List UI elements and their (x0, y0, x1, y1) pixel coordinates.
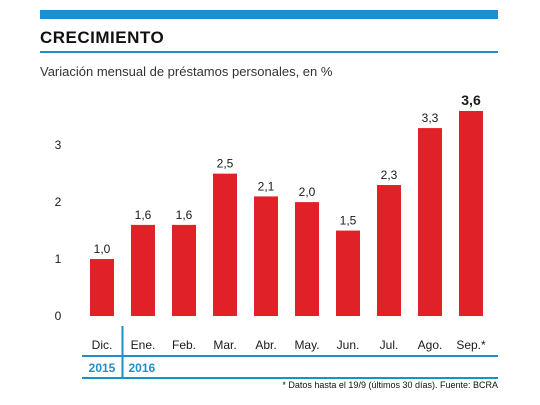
y-tick-label: 0 (55, 309, 62, 323)
data-label: 3,6 (461, 92, 481, 108)
data-label: 2,5 (217, 157, 234, 171)
x-tick-label: Dic. (92, 338, 113, 352)
x-tick-label: Mar. (213, 338, 236, 352)
top-accent-bar (40, 10, 498, 19)
bar (459, 111, 483, 316)
data-label: 2,3 (381, 168, 398, 182)
data-label: 2,1 (258, 179, 275, 193)
x-tick-label: Ene. (131, 338, 156, 352)
x-tick-label: Feb. (172, 338, 196, 352)
data-label: 2,0 (299, 185, 316, 199)
bar (418, 128, 442, 316)
data-label: 3,3 (422, 111, 439, 125)
chart-subtitle: Variación mensual de préstamos personale… (40, 64, 333, 79)
bar (254, 196, 278, 316)
year-label: 2015 (89, 361, 116, 375)
y-tick-label: 3 (55, 138, 62, 152)
bar (172, 224, 196, 316)
x-tick-label: Jun. (337, 338, 360, 352)
bar (90, 259, 114, 316)
bar (213, 173, 237, 316)
bar (377, 185, 401, 316)
bar (295, 202, 319, 316)
bar (131, 224, 155, 316)
x-tick-label: Jul. (380, 338, 399, 352)
bar (336, 230, 360, 316)
title-divider (40, 51, 498, 53)
x-tick-label: Ago. (418, 338, 443, 352)
x-tick-label: May. (294, 338, 319, 352)
chart-title: CRECIMIENTO (40, 28, 165, 47)
data-label: 1,6 (135, 208, 152, 222)
footnote: * Datos hasta el 19/9 (últimos 30 días).… (282, 380, 498, 390)
y-tick-label: 2 (55, 195, 62, 209)
y-tick-label: 1 (55, 252, 62, 266)
data-label: 1,0 (94, 242, 111, 256)
data-label: 1,6 (176, 208, 193, 222)
x-tick-label: Abr. (255, 338, 276, 352)
year-label: 2016 (129, 361, 156, 375)
data-label: 1,5 (340, 214, 357, 228)
x-tick-label: Sep.* (456, 338, 486, 352)
